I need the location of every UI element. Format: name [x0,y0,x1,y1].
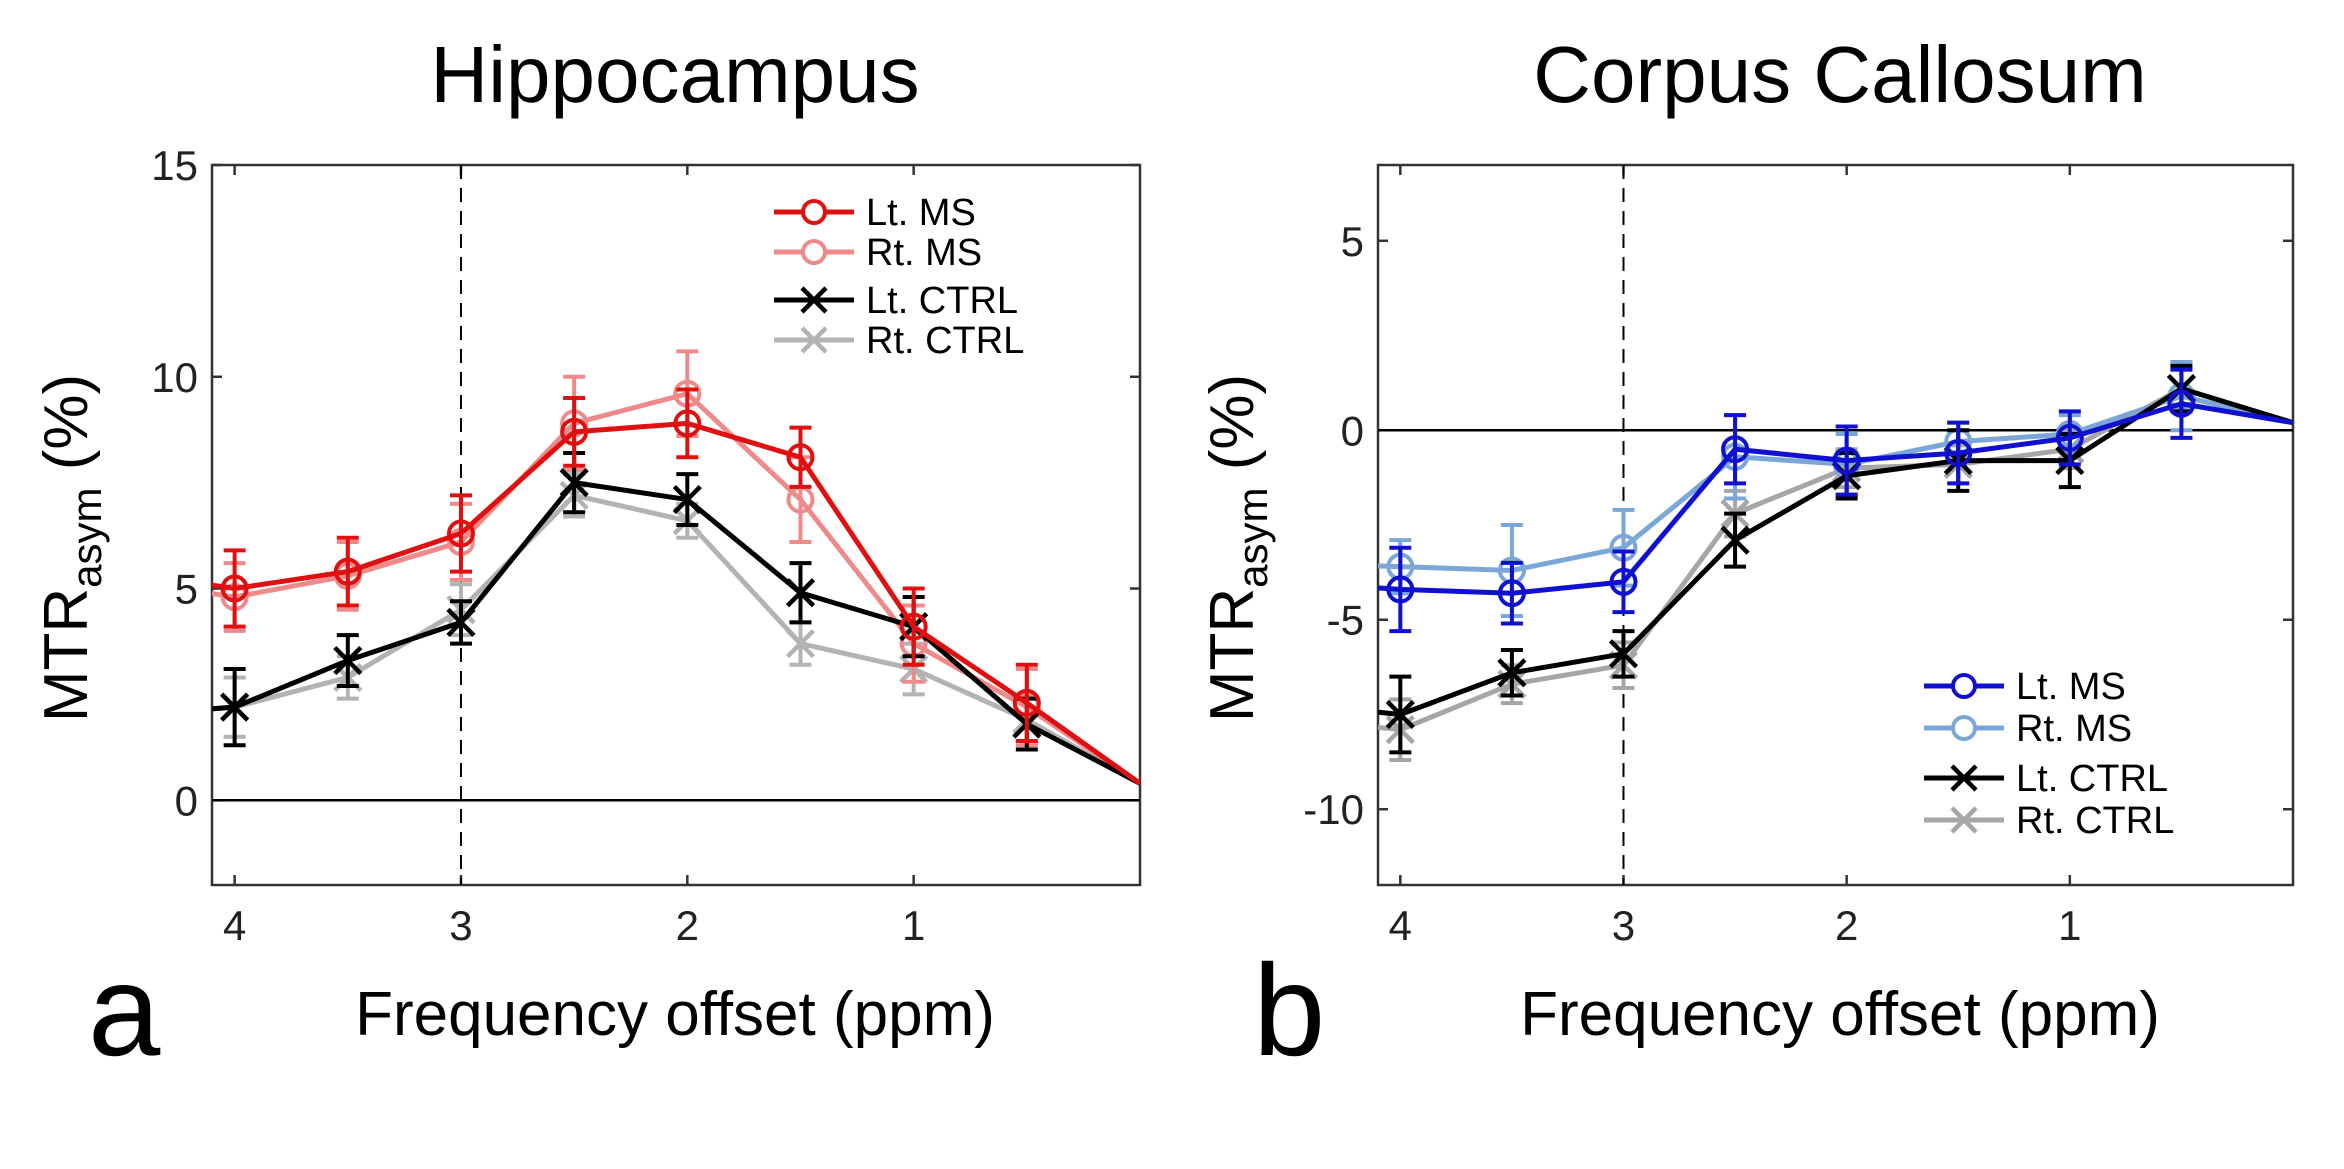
panel-label: a [88,937,161,1083]
data-point [785,628,816,659]
y-tick-label: 10 [151,354,198,401]
x-tick-label: 1 [2058,902,2081,949]
legend-label: Rt. MS [866,232,982,274]
y-tick-label: -5 [1327,597,1364,644]
y-tick-label: 5 [175,566,198,613]
data-point [672,484,702,515]
series-line [212,480,1140,786]
series-layer [212,349,1140,786]
legend-marker [1950,806,1978,834]
series-layer [1378,360,2293,762]
y-tick-label: 0 [175,777,198,824]
legend-marker [801,239,827,265]
plot-frame [1376,163,2295,887]
y-axis-label: MTRasym (%) [1198,374,1276,722]
data-point [1012,688,1041,717]
legend-marker [800,326,828,354]
legend-label: Lt. CTRL [2016,758,2168,800]
x-tick-label: 1 [902,902,925,949]
x-tick-label: 4 [223,902,246,949]
data-point [333,557,362,586]
data-point [1720,525,1750,555]
legend-label: Lt. MS [2016,666,2126,708]
x-axis-label: Frequency offset (ppm) [1520,980,2160,1049]
y-tick-label: 0 [1341,407,1364,454]
x-axis-label: Frequency offset (ppm) [355,980,995,1049]
data-point [446,519,475,548]
series-line [212,420,1140,786]
data-point [1608,639,1639,669]
data-point [1832,446,1861,475]
y-tick-label: 5 [1341,218,1364,265]
y-axis-label: MTRasym (%) [32,374,110,722]
data-point [2167,389,2196,418]
series-line [1378,401,2293,596]
data-point [220,574,249,603]
data-point [220,692,250,722]
legend-marker [1951,673,1977,699]
data-point [1386,575,1415,604]
data-point [1944,439,1973,467]
x-tick-label: 2 [676,902,699,949]
legend-label: Rt. CTRL [2016,800,2174,842]
x-tick-label: 3 [449,902,472,949]
legend-label: Lt. CTRL [866,280,1018,322]
data-point [1497,658,1527,688]
plot-frame [210,163,1142,887]
series-line [1378,386,2293,717]
x-tick-label: 3 [1612,902,1635,949]
legend-label: Rt. MS [2016,708,2132,750]
legend-marker [1950,764,1978,792]
data-point [333,645,363,676]
data-point [446,607,476,638]
data-point [559,468,589,498]
panel-corpus-callosum: Corpus Callosum Frequency offset (ppm) M… [1198,30,2295,1083]
y-tick-label: 15 [151,142,198,189]
data-point [1609,567,1638,596]
x-tick-label: 4 [1389,902,1412,949]
data-point [1721,435,1750,464]
chart-title: Corpus Callosum [1533,30,2147,119]
x-tick-label: 2 [1835,902,1858,949]
series-line [1378,386,2293,733]
series-line [212,492,1140,786]
series-line [1378,393,2293,573]
data-point [786,443,815,472]
data-point [785,578,816,608]
chart-title: Hippocampus [430,30,919,119]
panel-label: b [1253,937,1325,1083]
data-point [899,612,928,641]
legend-marker [800,286,828,314]
legend-marker [801,199,827,225]
series-line [212,391,1140,786]
data-point [2055,423,2084,452]
panel-hippocampus: Hippocampus Frequency offset (ppm) MTRas… [32,30,1142,1083]
legend-label: Rt. CTRL [866,320,1024,362]
y-tick-label: -10 [1303,786,1364,833]
data-point [1497,579,1526,608]
data-point [1385,699,1415,730]
legend-marker [1951,715,1977,741]
data-point [560,417,589,446]
legend-label: Lt. MS [866,192,976,234]
data-point [673,409,702,438]
